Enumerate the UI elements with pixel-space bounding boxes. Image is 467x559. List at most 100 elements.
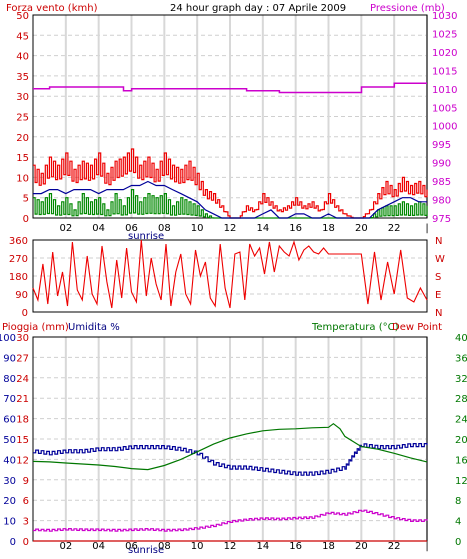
p3-x-tick-label: | <box>425 541 428 552</box>
p3-x-tick-label: 22 <box>388 541 401 552</box>
p2-right-compass-label: N <box>435 236 442 247</box>
p2-left-tick-label: 90 <box>15 290 28 301</box>
p2-left-tick-label: 0 <box>22 308 28 319</box>
p3-x-tick-label: 12 <box>224 541 237 552</box>
p3-humidity-tick-label: 30 <box>3 476 16 487</box>
p3-humidity-tick-label: 50 <box>3 435 16 446</box>
p3-humidity-tick-label: 40 <box>3 455 16 466</box>
p1-right-tick-label: 1015 <box>432 66 457 77</box>
pressure-title: Pressione (mb) <box>370 3 445 14</box>
p1-x-tick-label: 14 <box>256 223 269 234</box>
p1-x-tick-label: | <box>425 223 428 234</box>
p1-right-tick-label: 1005 <box>432 103 457 114</box>
p3-humidity-tick-label: 100 <box>0 333 16 344</box>
p3-x-tick-label: 18 <box>322 541 335 552</box>
wind-speed-title: Forza vento (kmh) <box>6 3 98 14</box>
p3-rain-tick-label: 0 <box>23 537 29 548</box>
p1-x-tick-label: 08 <box>158 223 171 234</box>
dewpoint-title: Dew Point <box>392 322 442 333</box>
p2-left-tick-label: 360 <box>9 236 28 247</box>
p1-x-tick-label: 22 <box>388 223 401 234</box>
p1-left-tick-label: 20 <box>16 133 29 144</box>
humidity-title: Umidita % <box>68 322 120 333</box>
p3-x-tick-label: 08 <box>158 541 171 552</box>
p3-humidity-tick-label: 70 <box>3 394 16 405</box>
sunrise-label-1: sunrise <box>128 231 164 242</box>
p1-left-tick-label: 50 <box>16 11 29 22</box>
p3-humidity-tick-label: 0 <box>10 537 16 548</box>
p1-x-tick-label: 02 <box>59 223 72 234</box>
p1-left-tick-label: 45 <box>16 31 29 42</box>
p3-rain-tick-label: 18 <box>16 415 29 426</box>
p2-left-tick-label: 270 <box>9 254 28 265</box>
p2-right-compass-label: N <box>435 308 442 319</box>
p1-left-tick-label: 40 <box>16 52 29 63</box>
p2-series-wind-direction <box>32 239 428 309</box>
p1-right-tick-label: 975 <box>432 214 451 225</box>
p3-humidity-tick-label: 10 <box>3 517 16 528</box>
p3-temp-tick-label: 28 <box>455 394 467 405</box>
temperature-title: Temperatura (°C) <box>311 322 399 333</box>
p1-x-tick-label: 12 <box>224 223 237 234</box>
graph-title: 24 hour graph day : 07 Aprile 2009 <box>170 3 346 14</box>
wind-pressure-panel: 02 04 06 08 10 12 14 16 18 20 22 |05101520253035404… <box>16 11 457 234</box>
p3-x-tick-label: 10 <box>191 541 204 552</box>
p3-rain-tick-label: 9 <box>23 476 29 487</box>
p3-rain-tick-label: 24 <box>16 374 29 385</box>
p1-left-tick-label: 25 <box>16 113 29 124</box>
p3-rain-tick-label: 30 <box>16 333 29 344</box>
p1-series-vento <box>33 180 427 219</box>
p1-series-pressione-mb- <box>33 82 427 94</box>
p2-frame <box>32 239 428 313</box>
p3-temp-tick-label: 16 <box>455 455 467 466</box>
p1-right-tick-label: 1000 <box>432 122 457 133</box>
p3-rain-tick-label: 12 <box>16 455 29 466</box>
p3-x-tick-label: 06 <box>125 541 138 552</box>
p3-x-tick-label: 02 <box>59 541 72 552</box>
p1-left-tick-label: 35 <box>16 72 29 83</box>
p3-temp-tick-label: 36 <box>455 353 467 364</box>
p3-x-tick-label: 16 <box>289 541 302 552</box>
p1-right-tick-label: 1020 <box>432 48 457 59</box>
p2-right-compass-label: E <box>435 290 441 301</box>
p1-x-tick-label: 06 <box>125 223 138 234</box>
p3-temp-tick-label: 24 <box>455 415 467 426</box>
p1-right-tick-label: 980 <box>432 196 451 207</box>
p1-left-tick-label: 5 <box>23 194 29 205</box>
p3-temp-tick-label: 4 <box>455 517 461 528</box>
p1-left-tick-label: 15 <box>16 153 29 164</box>
p1-right-tick-label: 995 <box>432 140 451 151</box>
p1-left-tick-label: 30 <box>16 92 29 103</box>
p2-right-compass-label: W <box>435 254 445 265</box>
p3-humidity-tick-label: 20 <box>3 496 16 507</box>
p1-left-tick-label: 0 <box>23 214 29 225</box>
p1-right-tick-label: 1030 <box>432 11 457 22</box>
p3-temp-tick-label: 32 <box>455 374 467 385</box>
p2-right-compass-label: S <box>435 272 441 283</box>
p3-temp-tick-label: 20 <box>455 435 467 446</box>
p3-temp-tick-label: 12 <box>455 476 467 487</box>
p1-x-tick-label: 18 <box>322 223 335 234</box>
p1-x-tick-label: 16 <box>289 223 302 234</box>
p1-x-tick-label: 10 <box>191 223 204 234</box>
p1-right-tick-label: 1010 <box>432 85 457 96</box>
p1-x-tick-label: 20 <box>355 223 368 234</box>
p3-temp-tick-label: 0 <box>455 537 461 548</box>
p1-series-vento-medio <box>33 189 428 219</box>
p3-rain-tick-label: 15 <box>16 435 29 446</box>
p2-left-tick-label: 180 <box>9 272 28 283</box>
p3-rain-tick-label: 6 <box>23 496 29 507</box>
p1-right-tick-label: 985 <box>432 177 451 188</box>
p3-humidity-tick-label: 90 <box>3 353 16 364</box>
p3-x-tick-label: 04 <box>92 541 105 552</box>
rain-title: Pioggia (mm) <box>2 322 69 333</box>
p3-x-tick-label: 14 <box>256 541 269 552</box>
p3-temp-tick-label: 40 <box>455 333 467 344</box>
p3-temp-tick-label: 8 <box>455 496 461 507</box>
p3-series-dew-point <box>33 509 428 532</box>
p3-rain-tick-label: 3 <box>23 517 29 528</box>
p1-right-tick-label: 1025 <box>432 29 457 40</box>
